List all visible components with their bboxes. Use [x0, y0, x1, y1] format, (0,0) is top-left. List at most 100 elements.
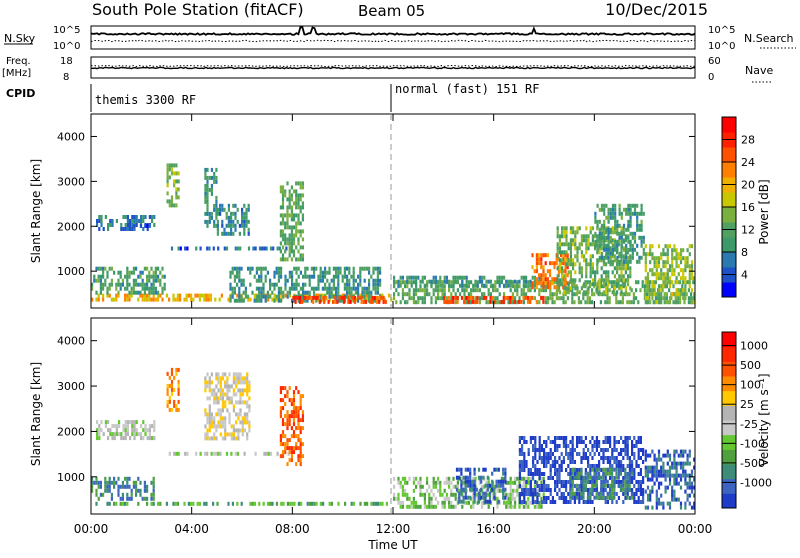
scatter-cell	[649, 268, 652, 273]
scatter-cell	[571, 292, 574, 297]
scatter-cell	[235, 384, 238, 389]
scatter-cell	[562, 440, 565, 444]
scatter-cell	[253, 501, 256, 506]
scatter-cell	[284, 237, 287, 242]
scatter-cell	[434, 300, 437, 305]
scatter-cell	[348, 282, 351, 287]
scatter-cell	[128, 274, 131, 279]
scatter-cell	[281, 205, 285, 210]
scatter-cell	[108, 484, 111, 489]
scatter-cell	[243, 400, 246, 405]
scatter-cell	[288, 189, 291, 194]
scatter-cell	[130, 492, 133, 497]
scatter-cell	[558, 278, 561, 283]
scatter-cell	[234, 203, 237, 208]
scatter-cell	[554, 444, 557, 448]
scatter-cell	[131, 424, 134, 429]
scatter-cell	[227, 207, 230, 212]
scatter-cell	[693, 276, 695, 281]
scatter-cell	[562, 436, 565, 440]
scatter-cell	[235, 400, 238, 405]
scatter-cell	[540, 253, 543, 258]
scatter-cell	[615, 456, 618, 460]
scatter-cell	[627, 203, 630, 208]
scatter-cell	[620, 211, 623, 216]
scatter-cell	[542, 285, 545, 290]
scatter-cell	[170, 163, 174, 168]
scatter-cell	[469, 471, 472, 476]
scatter-cell	[359, 501, 362, 506]
scatter-cell	[146, 227, 149, 231]
scatter-cell	[237, 416, 240, 421]
scatter-cell	[543, 448, 546, 452]
scatter-cell	[399, 504, 402, 509]
scatter-cell	[604, 440, 607, 444]
scatter-cell	[113, 484, 116, 489]
scatter-cell	[363, 290, 366, 295]
scatter-cell	[561, 270, 564, 275]
scatter-cell	[575, 487, 578, 492]
scatter-cell	[234, 227, 237, 232]
scatter-cell	[663, 292, 666, 297]
scatter-cell	[166, 403, 169, 408]
scatter-cell	[143, 286, 146, 291]
scatter-cell	[299, 257, 302, 262]
scatter-cell	[154, 274, 157, 279]
scatter-cell	[140, 424, 143, 429]
scatter-cell	[437, 284, 440, 289]
scatter-cell	[301, 237, 304, 242]
scatter-cell	[679, 288, 683, 293]
scatter-cell	[152, 496, 155, 501]
scatter-cell	[628, 300, 631, 305]
scatter-cell	[135, 428, 138, 433]
scatter-cell	[297, 454, 300, 459]
scatter-cell	[299, 454, 302, 459]
scatter-cell	[330, 501, 333, 506]
scatter-cell	[588, 280, 591, 285]
scatter-cell	[471, 479, 474, 484]
scatter-cell	[210, 424, 213, 429]
scatter-cell	[629, 211, 632, 216]
scatter-cell	[569, 491, 572, 496]
scatter-cell	[397, 292, 400, 297]
scatter-cell	[304, 293, 307, 298]
scatter-cell	[565, 440, 568, 444]
scatter-cell	[580, 270, 583, 275]
scatter-cell	[556, 484, 559, 488]
scatter-cell	[565, 234, 568, 239]
scatter-cell	[615, 300, 618, 305]
scatter-cell	[252, 246, 255, 251]
scatter-cell	[295, 266, 298, 271]
scatter-cell	[628, 496, 631, 500]
scatter-cell	[516, 280, 519, 285]
scatter-cell	[690, 481, 694, 486]
scatter-cell	[595, 467, 598, 472]
scatter-cell	[450, 284, 453, 289]
scatter-cell	[675, 461, 678, 466]
scatter-cell	[589, 262, 592, 267]
scatter-cell	[662, 465, 665, 470]
scatter-cell	[404, 292, 407, 297]
scatter-cell	[655, 469, 658, 474]
scatter-cell	[126, 227, 129, 231]
scatter-cell	[126, 286, 129, 291]
scatter-cell	[279, 249, 282, 254]
scatter-cell	[666, 485, 669, 490]
scatter-cell	[640, 223, 643, 228]
power-ylabel: Slant Range [km]	[29, 159, 43, 263]
scatter-cell	[593, 468, 596, 472]
freq-tick-bottom: 8	[63, 72, 69, 83]
scatter-cell	[606, 500, 609, 504]
scatter-cell	[419, 284, 422, 289]
scatter-cell	[412, 496, 415, 501]
scatter-cell	[671, 461, 674, 466]
scatter-cell	[535, 285, 538, 290]
scatter-cell	[532, 500, 535, 504]
scatter-cell	[292, 213, 296, 218]
scatter-cell	[521, 488, 524, 492]
scatter-cell	[561, 226, 564, 231]
scatter-cell	[115, 501, 118, 506]
scatter-cell	[454, 300, 457, 305]
scatter-cell	[575, 475, 578, 480]
scatter-cell	[150, 480, 153, 485]
